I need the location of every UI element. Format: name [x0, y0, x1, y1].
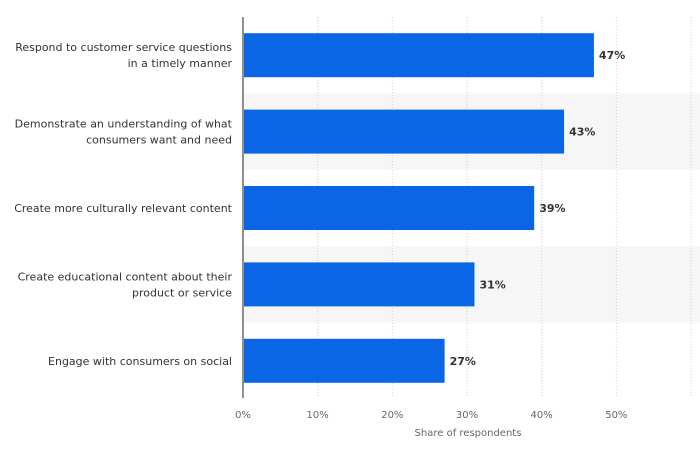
x-tick-label: 10%: [307, 410, 329, 421]
bar: [244, 186, 535, 230]
x-axis-title: Share of respondents: [415, 428, 522, 439]
category-label: Demonstrate an understanding of what cons…: [15, 118, 233, 147]
x-tick-label: 0%: [235, 410, 251, 421]
value-label: 31%: [479, 278, 505, 291]
x-tick-label: 30%: [456, 410, 478, 421]
value-label: 43%: [569, 126, 595, 139]
bar: [244, 33, 594, 78]
bar: [244, 109, 565, 154]
category-label: Engage with consumers on social: [48, 355, 232, 368]
value-label: 39%: [539, 202, 565, 215]
x-tick-label: 20%: [381, 410, 403, 421]
x-tick-label: 40%: [531, 410, 553, 421]
bar: [244, 338, 445, 383]
bar: [244, 262, 475, 307]
value-label: 27%: [450, 355, 476, 368]
value-label: 47%: [599, 49, 625, 62]
category-label: Create educational content about their pr…: [18, 270, 233, 299]
category-label: Create more culturally relevant content: [14, 202, 232, 215]
category-label: Respond to customer service questions in …: [15, 41, 232, 70]
x-tick-label: 50%: [605, 410, 627, 421]
